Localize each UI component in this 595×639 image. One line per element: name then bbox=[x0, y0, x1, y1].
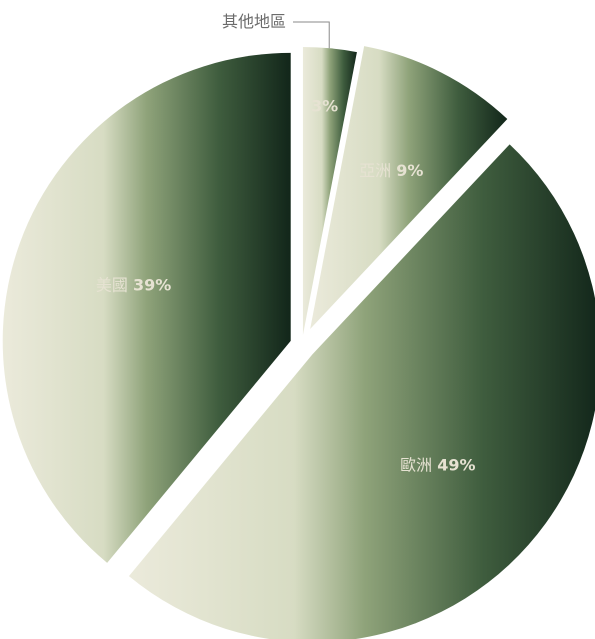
slice-pct: 49% bbox=[437, 456, 475, 475]
slice-label: 亞洲 9% bbox=[359, 161, 423, 180]
slice-name: 亞洲 bbox=[359, 161, 396, 180]
pie-slice-4 bbox=[2, 52, 291, 563]
slice-name: 歐洲 bbox=[400, 456, 437, 475]
slice-pct: 9% bbox=[396, 161, 423, 180]
slice-pct-label: 3% bbox=[311, 97, 338, 116]
slice-pct: 39% bbox=[133, 275, 171, 294]
slice-label: 歐洲 49% bbox=[400, 456, 475, 475]
slice-name: 美國 bbox=[96, 275, 133, 294]
slice-label: 美國 39% bbox=[96, 275, 171, 294]
pie-slice-1 bbox=[302, 47, 357, 336]
slice-name-label: 其他地區 bbox=[222, 12, 286, 31]
pie-slice-2 bbox=[310, 46, 508, 329]
pie-slices bbox=[2, 46, 595, 639]
pie-slice-3 bbox=[128, 144, 595, 639]
leader-line bbox=[293, 21, 330, 49]
